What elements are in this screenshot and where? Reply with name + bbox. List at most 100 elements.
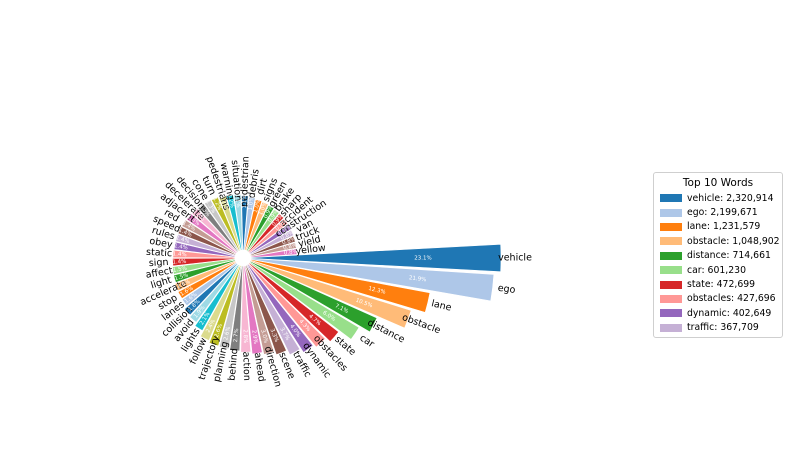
legend-row: traffic: 367,709 <box>654 321 782 335</box>
pct-label-scene: 3.3% <box>268 328 279 343</box>
word-label-ahead: ahead <box>252 352 267 383</box>
legend-row: state: 472,699 <box>654 277 782 291</box>
pct-label-accelerate: 1.6% <box>176 279 191 290</box>
wedge-truck <box>249 235 296 256</box>
pct-label-lane: 12.3% <box>368 286 386 296</box>
wedge-decelerate <box>191 207 238 254</box>
wedge-warning <box>226 194 243 251</box>
legend-label: dynamic: 402,649 <box>687 307 772 319</box>
pct-label-ahead: 2.9% <box>250 330 258 345</box>
wedge-turn <box>211 196 241 252</box>
legend-swatch <box>660 280 682 289</box>
word-label-affect: affect <box>145 265 174 281</box>
legend-row: car: 601,230 <box>654 263 782 277</box>
legend-label: ego: 2,199,671 <box>687 207 758 219</box>
wedge-traffic <box>246 264 301 356</box>
pct-label-action: 2.8% <box>242 329 248 343</box>
word-label-situation: situation <box>229 160 244 202</box>
word-label-ego: ego <box>497 283 516 296</box>
legend-label: lane: 1,231,579 <box>687 221 761 233</box>
wedge-sharp <box>247 213 285 253</box>
wedge-green <box>246 204 275 252</box>
wedge-sign <box>172 257 236 267</box>
pct-label-van: 0.8% <box>280 230 295 242</box>
wedge-obstacles <box>247 263 326 348</box>
wedge-state <box>248 262 340 343</box>
word-label-static: static <box>146 247 173 260</box>
wedge-van <box>249 229 295 256</box>
pct-label-obstacle: 10.5% <box>355 298 373 310</box>
wedge-speed <box>177 226 237 256</box>
wedge-adjacent <box>186 213 238 254</box>
wedge-lights <box>194 264 240 332</box>
legend-label: car: 601,230 <box>687 264 746 276</box>
wedge-lanes <box>181 262 238 307</box>
wedge-light <box>173 259 236 283</box>
wedge-follow <box>199 264 241 341</box>
word-label-sign: sign <box>149 257 169 269</box>
wedge-affect <box>172 258 236 275</box>
pct-label-direction: 3.0% <box>259 329 268 344</box>
pct-label-truck: 0.8% <box>282 236 297 246</box>
legend-swatch <box>660 251 682 260</box>
wedge-obstacle <box>249 260 412 329</box>
wedge-ego <box>250 258 495 302</box>
word-label-yield: yield <box>297 234 322 250</box>
legend-label: vehicle: 2,320,914 <box>687 192 774 204</box>
wedge-lane <box>250 259 431 313</box>
wedge-brake <box>246 208 280 253</box>
word-label-pedestrian: pedestrian <box>239 156 252 207</box>
pct-label-sign: 1.4% <box>172 259 186 266</box>
wedge-dynamic <box>246 263 314 353</box>
legend-swatch <box>660 222 682 231</box>
legend-label: state: 472,699 <box>687 279 756 291</box>
wedge-ahead <box>243 265 263 355</box>
pct-label-debris: 1.0% <box>248 196 256 211</box>
word-label-behind: behind <box>227 348 241 381</box>
pct-label-trajectory: 2.6% <box>214 323 224 338</box>
pct-label-behind: 2.7% <box>233 328 240 342</box>
wedge-planning <box>218 265 243 350</box>
wedge-car <box>248 261 360 340</box>
pct-label-follow: 2.4% <box>205 319 216 334</box>
pct-label-vehicle: 23.1% <box>414 256 431 262</box>
pct-label-static: 1.4% <box>172 251 186 258</box>
word-label-vehicle: vehicle <box>498 253 532 264</box>
wedge-scene <box>245 264 287 356</box>
pct-label-ego: 21.9% <box>409 275 427 283</box>
wedge-construction <box>248 223 292 255</box>
legend-swatch <box>660 323 682 332</box>
legend-title: Top 10 Words <box>682 177 754 189</box>
legend-label: obstacle: 1,048,902 <box>687 235 780 247</box>
wedge-avoid <box>189 263 239 323</box>
pct-label-planning: 2.6% <box>223 326 232 341</box>
pct-label-speed: 1.4% <box>178 227 193 238</box>
wedge-direction <box>244 265 275 355</box>
pct-label-pedestrians: 1.2% <box>219 195 229 210</box>
wedge-signs <box>245 201 269 252</box>
pct-label-yield: 0.8% <box>283 243 298 252</box>
legend-swatch <box>660 294 682 303</box>
word-label-obstacle: obstacle <box>400 312 442 336</box>
wedge-vehicle <box>250 243 502 273</box>
wedge-cone <box>204 199 240 252</box>
wedge-situation <box>233 194 244 251</box>
legend-row: lane: 1,231,579 <box>654 220 782 234</box>
word-label-car: car <box>358 333 377 351</box>
word-label-yellow: yellow <box>295 243 327 258</box>
pct-label-light: 1.5% <box>174 272 189 282</box>
word-label-lane: lane <box>430 298 452 314</box>
legend-row: dynamic: 402,649 <box>654 306 782 320</box>
wedge-static <box>172 249 236 259</box>
wedge-accelerate <box>174 260 237 292</box>
wedge-pedestrian <box>241 195 249 251</box>
legend-swatch <box>660 208 682 217</box>
wedge-obey <box>173 241 236 258</box>
legend-row: obstacle: 1,048,902 <box>654 234 782 248</box>
legend-label: obstacles: 427,696 <box>687 293 776 305</box>
pct-label-obey: 1.4% <box>173 243 188 251</box>
pct-label-turn: 1.2% <box>211 196 222 211</box>
wedge-yellow <box>250 248 298 258</box>
wedge-yield <box>250 242 297 257</box>
